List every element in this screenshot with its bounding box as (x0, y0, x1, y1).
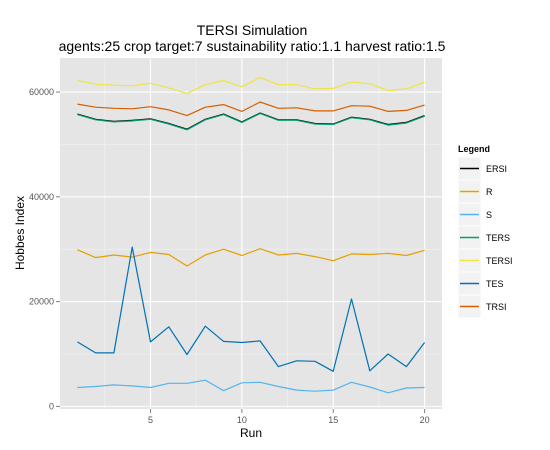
legend-items: ERSI R S TERS TERSI TES TRSI (457, 156, 513, 319)
chart-subtitle: agents:25 crop target:7 sustainability r… (59, 38, 446, 54)
legend-label-ters: TERS (486, 233, 510, 243)
y-tick-label: 20000 (29, 297, 54, 307)
grid-lines (60, 58, 442, 409)
legend-label-trsi: TRSI (486, 302, 507, 312)
series-line-trsi (77, 101, 425, 117)
y-tick-label: 0 (49, 401, 54, 411)
legend-label-tes: TES (486, 279, 504, 289)
chart-title: TERSI Simulation (197, 22, 307, 38)
series-line-ters (77, 112, 425, 131)
series-line-tes (77, 246, 426, 372)
legend-label-tersi: TERSI (486, 256, 513, 266)
series-line-tersi (77, 76, 425, 95)
legend-title: Legend (458, 144, 490, 154)
series-line-r (77, 248, 425, 267)
x-tick-label: 20 (420, 415, 430, 425)
x-tick-label: 10 (237, 415, 247, 425)
x-axis-title: Run (240, 426, 262, 440)
y-axis: 0 20000 40000 60000 (29, 87, 60, 411)
series-lines (77, 76, 426, 394)
legend-label-r: R (486, 187, 493, 197)
legend: Legend ERSI R S TERS TERSI TES TRSI (457, 144, 513, 319)
y-tick-label: 40000 (29, 192, 54, 202)
x-tick-label: 5 (148, 415, 153, 425)
legend-label-s: S (486, 210, 492, 220)
plot-panel (60, 58, 442, 409)
series-line-s (77, 379, 425, 394)
x-tick-label: 15 (328, 415, 338, 425)
y-axis-title: Hobbes Index (13, 196, 27, 270)
y-tick-label: 60000 (29, 87, 54, 97)
legend-label-ersi: ERSI (486, 164, 507, 174)
x-axis: 5 10 15 20 (148, 409, 430, 425)
